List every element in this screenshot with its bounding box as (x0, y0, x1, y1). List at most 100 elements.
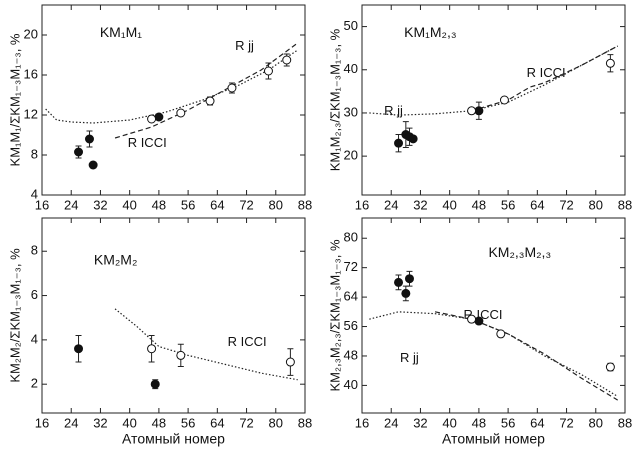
x-tick-label: 32 (413, 415, 427, 430)
x-axis-label: Атомный номер (442, 431, 545, 447)
data-point (394, 277, 404, 287)
x-tick-label: 16 (35, 415, 49, 430)
x-tick-label: 48 (152, 197, 166, 212)
x-axis-label: Атомный номер (122, 431, 225, 447)
theory-line (369, 45, 618, 116)
y-tick-label: 2 (31, 376, 38, 391)
x-tick-label: 16 (355, 197, 369, 212)
x-tick-label: 88 (298, 197, 312, 212)
annotation: R ICCI (228, 334, 267, 349)
x-tick-label: 72 (559, 197, 573, 212)
x-tick-label: 40 (442, 197, 456, 212)
x-tick-label: 32 (93, 415, 107, 430)
x-tick-label: 24 (384, 415, 398, 430)
x-tick-label: 40 (122, 415, 136, 430)
x-tick-label: 72 (239, 415, 253, 430)
data-point (282, 55, 292, 65)
y-tick-label: 20 (24, 26, 38, 41)
x-tick-label: 48 (152, 415, 166, 430)
y-tick-label: 40 (344, 61, 358, 76)
y-tick-label: 20 (344, 148, 358, 163)
x-tick-label: 64 (210, 415, 224, 430)
x-tick-label: 48 (472, 197, 486, 212)
x-tick-label: 80 (589, 415, 603, 430)
plot-frame (41, 217, 306, 414)
panel: 16 24 32 40 48 56 64 72 80 882468KM₂M₂/ΣKM₁₋₃M₁₋₃… (7, 217, 312, 447)
data-point (176, 108, 186, 118)
data-point (205, 96, 215, 106)
y-axis-label: KM₁M₁/ΣKM₁₋₃M₁₋₃, % (7, 33, 22, 166)
theory-line (434, 311, 619, 401)
y-tick-label: 48 (344, 347, 358, 362)
x-tick-label: 64 (530, 197, 544, 212)
y-tick-label: 30 (344, 104, 358, 119)
y-tick-label: 50 (344, 18, 358, 33)
x-tick-label: 80 (589, 197, 603, 212)
data-point (404, 274, 414, 284)
x-tick-label: 24 (384, 197, 398, 212)
data-point (394, 138, 404, 148)
data-point (150, 379, 160, 389)
x-tick-label: 80 (269, 415, 283, 430)
x-tick-label: 48 (472, 415, 486, 430)
y-axis-label: KM₂,₃M₂,₃/ΣKM₁₋₃M₁₋₃, % (327, 239, 342, 392)
data-point (408, 134, 418, 144)
y-tick-label: 4 (31, 331, 38, 346)
data-point (147, 114, 157, 124)
panel-title: KM₂,₃M₂,₃ (488, 244, 551, 260)
data-point (147, 344, 157, 354)
x-tick-label: 72 (559, 415, 573, 430)
data-point (88, 160, 98, 170)
x-tick-label: 16 (35, 197, 49, 212)
panel-title: KM₂M₂ (94, 252, 138, 268)
data-point (227, 83, 237, 93)
plot-frame (361, 217, 626, 414)
panel: 16 24 32 40 48 56 64 72 80 8848121620KM₁M₁/ΣKM₁₋₃… (7, 4, 312, 212)
theory-line (45, 49, 299, 124)
data-point (74, 344, 84, 354)
data-point (499, 95, 509, 105)
annotation: R jj (384, 103, 403, 118)
data-point (605, 58, 615, 68)
y-axis-label: KM₂M₂/ΣKM₁₋₃M₁₋₃, % (7, 248, 22, 383)
data-point (496, 329, 506, 339)
data-point (154, 112, 164, 122)
y-tick-label: 40 (344, 377, 358, 392)
data-point (401, 288, 411, 298)
theory-line (114, 308, 298, 381)
data-point (474, 316, 484, 326)
y-tick-label: 64 (344, 289, 358, 304)
x-tick-label: 24 (64, 415, 78, 430)
y-tick-label: 8 (31, 243, 38, 258)
panel: 16 24 32 40 48 56 64 72 80 88 20 30 40 50KM₁M₂,₃/ΣKM₁… (327, 4, 632, 212)
x-tick-label: 88 (618, 415, 632, 430)
x-tick-label: 40 (122, 197, 136, 212)
x-tick-label: 56 (181, 415, 195, 430)
y-tick-label: 12 (24, 106, 38, 121)
y-tick-label: 6 (31, 287, 38, 302)
x-tick-label: 88 (618, 197, 632, 212)
x-tick-label: 24 (64, 197, 78, 212)
x-tick-label: 88 (298, 415, 312, 430)
panel-title: KM₁M₂,₃ (404, 24, 456, 40)
x-tick-label: 56 (501, 197, 515, 212)
data-point (84, 134, 94, 144)
x-tick-label: 32 (93, 197, 107, 212)
data-point (263, 66, 273, 76)
x-tick-label: 64 (530, 415, 544, 430)
data-point (285, 357, 295, 367)
data-point (176, 350, 186, 360)
data-point (474, 106, 484, 116)
annotation: R ICCI (527, 65, 566, 80)
theory-line (114, 42, 299, 139)
data-point (467, 314, 477, 324)
y-tick-label: 56 (344, 318, 358, 333)
annotation: R ICCI (128, 135, 167, 150)
y-tick-label: 16 (24, 66, 38, 81)
panel: 16 24 32 40 48 56 64 72 80 88404856647280KM₂,₃M₂,… (327, 217, 632, 447)
plot-frame (41, 4, 306, 196)
x-tick-label: 16 (355, 415, 369, 430)
x-tick-label: 64 (210, 197, 224, 212)
x-tick-label: 80 (269, 197, 283, 212)
